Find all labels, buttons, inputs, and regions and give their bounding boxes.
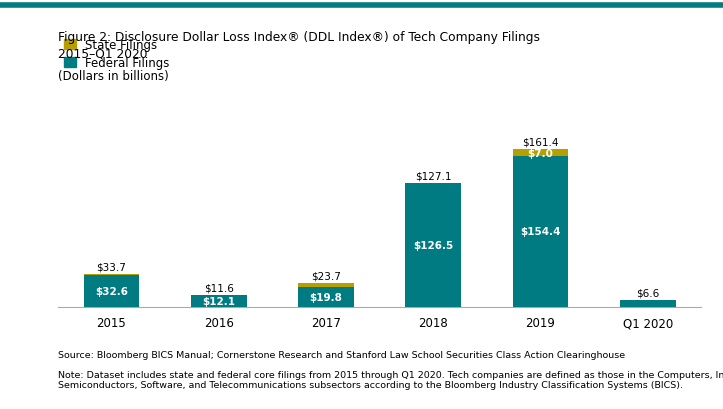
Text: $6.6: $6.6 — [636, 288, 659, 298]
Bar — [513, 157, 568, 307]
Bar — [406, 184, 461, 307]
Bar — [191, 295, 247, 307]
Text: $32.6: $32.6 — [95, 286, 128, 296]
Text: Figure 2: Disclosure Dollar Loss Index® (DDL Index®) of Tech Company Filings: Figure 2: Disclosure Dollar Loss Index® … — [58, 31, 540, 44]
Text: $127.1: $127.1 — [415, 171, 451, 181]
Text: $154.4: $154.4 — [520, 227, 561, 237]
Bar — [84, 274, 140, 275]
Legend: State Filings, Federal Filings: State Filings, Federal Filings — [64, 39, 169, 70]
Text: $12.1: $12.1 — [202, 296, 235, 306]
Text: 2015–Q1 2020: 2015–Q1 2020 — [58, 47, 147, 60]
Text: Source: Bloomberg BICS Manual; Cornerstone Research and Stanford Law School Secu: Source: Bloomberg BICS Manual; Cornersto… — [58, 350, 625, 359]
Text: $33.7: $33.7 — [97, 262, 127, 272]
Text: (Dollars in billions): (Dollars in billions) — [58, 70, 168, 83]
Text: $126.5: $126.5 — [413, 240, 453, 250]
Text: $23.7: $23.7 — [311, 271, 341, 281]
Bar — [84, 275, 140, 307]
Text: $19.8: $19.8 — [309, 292, 343, 302]
Text: $7.0: $7.0 — [528, 148, 553, 158]
Text: $11.6: $11.6 — [204, 283, 234, 292]
Bar — [513, 150, 568, 157]
Bar — [298, 288, 354, 307]
Text: $161.4: $161.4 — [522, 137, 559, 147]
Bar — [620, 301, 675, 307]
Bar — [298, 284, 354, 288]
Bar — [406, 183, 461, 184]
Text: Note: Dataset includes state and federal core filings from 2015 through Q1 2020.: Note: Dataset includes state and federal… — [58, 370, 723, 389]
